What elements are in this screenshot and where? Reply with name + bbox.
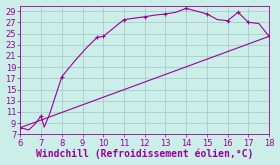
X-axis label: Windchill (Refroidissement éolien,°C): Windchill (Refroidissement éolien,°C) <box>36 149 253 159</box>
